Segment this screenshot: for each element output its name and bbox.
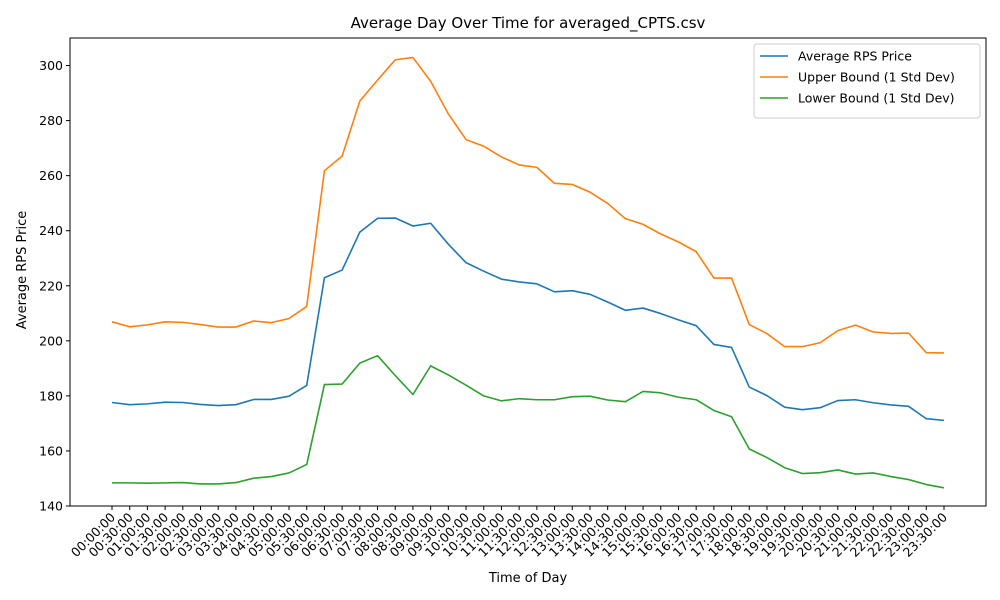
legend-entry: Lower Bound (1 Std Dev) bbox=[798, 91, 955, 106]
series-line-2 bbox=[112, 354, 945, 489]
y-tick-label: 200 bbox=[39, 333, 63, 348]
series-layer bbox=[111, 56, 945, 489]
y-tick-label: 140 bbox=[39, 499, 63, 514]
legend: Average RPS Price Upper Bound (1 Std Dev)… bbox=[753, 43, 981, 119]
legend-entry: Average RPS Price bbox=[798, 49, 912, 64]
legend-box bbox=[753, 43, 981, 119]
series-line-1 bbox=[111, 56, 945, 354]
y-tick-label: 280 bbox=[39, 113, 63, 128]
x-axis-label: Time of Day bbox=[488, 571, 568, 586]
y-tick-label: 300 bbox=[39, 58, 63, 73]
chart-title: Average Day Over Time for averaged_CPTS.… bbox=[351, 14, 706, 33]
y-tick-label: 240 bbox=[39, 223, 63, 238]
x-axis: 00:00:0000:30:0001:00:0001:30:0002:00:00… bbox=[68, 506, 950, 560]
y-tick-label: 220 bbox=[39, 278, 63, 293]
y-tick-label: 160 bbox=[39, 443, 63, 458]
series-line-0 bbox=[111, 217, 945, 422]
y-axis: 140 160 180 200 220 240 260 280 300 bbox=[39, 58, 70, 514]
y-tick-label: 180 bbox=[39, 388, 63, 403]
y-axis-label: Average RPS Price bbox=[15, 211, 30, 330]
legend-entry: Upper Bound (1 Std Dev) bbox=[798, 70, 955, 85]
y-tick-label: 260 bbox=[39, 168, 63, 183]
plot-frame bbox=[69, 37, 987, 507]
